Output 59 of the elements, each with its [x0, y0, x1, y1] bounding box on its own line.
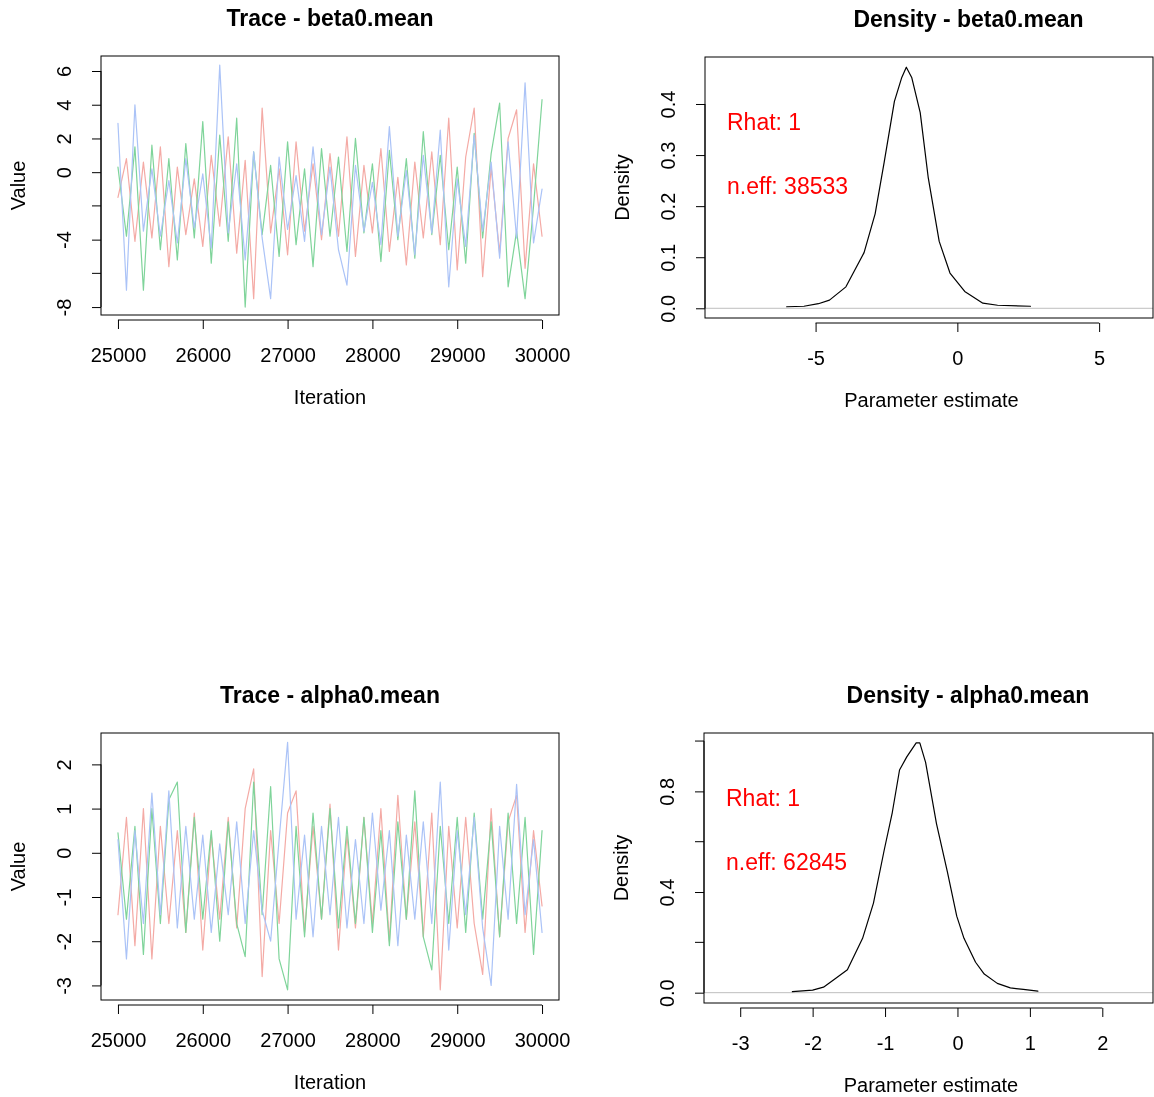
line-series [117, 64, 543, 300]
y-tick-label: -1 [53, 888, 75, 907]
x-axis-title: Parameter estimate [844, 389, 1019, 411]
y-tick-label: 0.8 [656, 777, 678, 806]
x-tick-label: -1 [876, 1032, 895, 1054]
x-tick-label: -2 [804, 1032, 823, 1054]
x-tick-label: 5 [1094, 347, 1106, 369]
x-tick-label: 26000 [175, 344, 232, 366]
y-tick-label: 0.0 [656, 979, 678, 1008]
x-tick-label: -3 [731, 1032, 750, 1054]
y-tick-label: 0.4 [656, 878, 678, 907]
y-axis-title: Density [611, 154, 633, 221]
y-tick-label: 4 [53, 99, 75, 111]
line-series [786, 66, 1032, 308]
chart-title: Density - alpha0.mean [846, 682, 1090, 708]
x-axis-title: Parameter estimate [843, 1074, 1019, 1096]
annotation: n.eff: 38533 [727, 173, 849, 199]
y-tick-label: 0.1 [657, 243, 679, 272]
y-axis-title: Value [7, 841, 29, 892]
x-tick-label: 1 [1024, 1032, 1036, 1054]
x-tick-label: 30000 [514, 1029, 571, 1051]
x-tick-label: 28000 [345, 344, 401, 366]
y-tick-label: 0.0 [657, 294, 679, 323]
annotation: Rhat: 1 [726, 785, 801, 811]
annotation: n.eff: 62845 [726, 849, 848, 875]
x-tick-label: 29000 [429, 344, 486, 366]
y-axis-title: Density [610, 834, 632, 902]
x-tick-label: 25000 [90, 1029, 147, 1051]
y-tick-label: 6 [53, 65, 75, 78]
x-tick-label: -5 [807, 347, 825, 369]
x-tick-label: 26000 [175, 1029, 232, 1051]
chart-title: Trace - beta0.mean [226, 5, 434, 31]
x-tick-label: 30000 [514, 344, 571, 366]
y-tick-label: 0 [53, 847, 75, 859]
y-tick-label: 2 [53, 759, 75, 771]
chart-title: Trace - alpha0.mean [220, 682, 440, 708]
x-tick-label: 0 [952, 1032, 964, 1054]
x-tick-label: 27000 [260, 344, 316, 366]
y-tick-label: 0.4 [657, 90, 679, 119]
x-tick-label: 29000 [429, 1029, 486, 1051]
annotation: Rhat: 1 [727, 109, 802, 135]
x-tick-label: 2 [1097, 1032, 1109, 1054]
y-tick-label: 1 [53, 803, 75, 815]
y-tick-label: 0.3 [657, 141, 679, 170]
x-tick-label: 27000 [260, 1029, 316, 1051]
y-tick-label: 0 [53, 167, 75, 179]
x-tick-label: 0 [952, 347, 964, 369]
chart-title: Density - beta0.mean [853, 6, 1084, 32]
y-tick-label: 2 [53, 133, 75, 145]
x-axis-title: Iteration [293, 1071, 367, 1093]
y-tick-label: -8 [53, 298, 75, 317]
y-tick-label: -4 [53, 231, 75, 250]
y-tick-label: -2 [53, 932, 75, 951]
y-tick-label: -3 [53, 977, 75, 995]
x-tick-label: 28000 [345, 1029, 401, 1051]
x-tick-label: 25000 [90, 344, 147, 366]
y-tick-label: 0.2 [657, 192, 679, 221]
x-axis-title: Iteration [293, 386, 367, 408]
y-axis-title: Value [7, 160, 29, 211]
